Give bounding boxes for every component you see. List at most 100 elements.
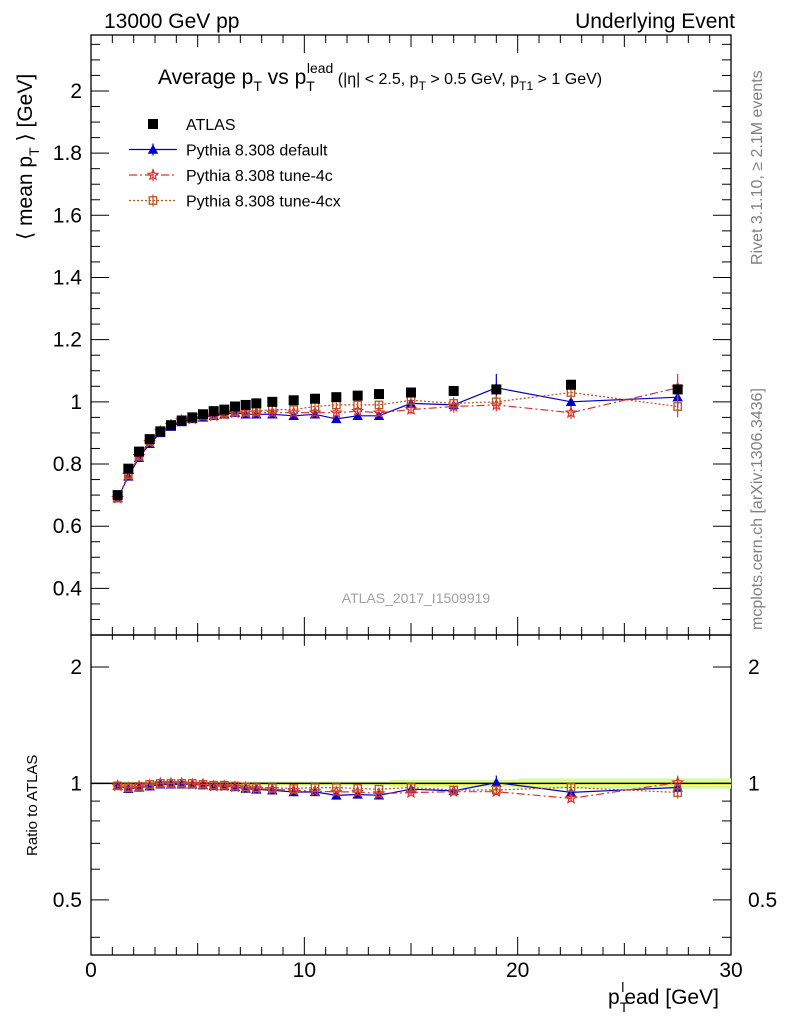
series-pythia-8-308-tune-4c — [111, 373, 685, 504]
marker-square — [155, 426, 166, 437]
marker-square — [251, 398, 262, 409]
marker-open-square — [251, 783, 261, 793]
marker-star — [146, 168, 160, 181]
series-pythia-8-308-tune-4cx — [113, 386, 683, 503]
marker-open-square — [289, 405, 299, 414]
marker-open-square — [198, 779, 208, 789]
y-tick-label: 0.4 — [53, 577, 83, 600]
ratio-axis-label: Ratio to ATLAS — [24, 755, 41, 856]
ratio-tick-label: 1 — [70, 772, 82, 795]
marker-open-square — [289, 784, 299, 793]
marker-star — [671, 775, 685, 789]
marker-open-square — [491, 397, 501, 407]
legend-item: Pythia 8.308 tune-4c — [129, 168, 333, 185]
ratio-series-pythia-8-308-tune-4cx — [113, 779, 683, 799]
marker-square — [352, 390, 363, 401]
y-tick-label: 0.6 — [53, 515, 82, 538]
header-process: Underlying Event — [575, 10, 735, 33]
y-tick-label: 1.6 — [53, 204, 82, 227]
marker-open-square — [123, 783, 133, 793]
y-axis-label: ⟨ mean pT ⟩ [GeV] — [14, 74, 42, 240]
legend-label: ATLAS — [186, 117, 236, 134]
legend-item: Pythia 8.308 tune-4cx — [129, 194, 341, 211]
marker-open-square — [209, 780, 219, 790]
marker-open-square — [145, 780, 155, 789]
marker-square — [331, 392, 342, 403]
marker-open-square — [353, 784, 363, 793]
marker-square — [176, 415, 187, 426]
legend-item: ATLAS — [148, 117, 236, 134]
legend-label: Pythia 8.308 tune-4cx — [186, 194, 341, 211]
marker-square — [310, 393, 320, 404]
plot-title: Average pT vs pTlead (|η| < 2.5, pT > 0.… — [158, 60, 602, 94]
marker-triangle — [491, 777, 502, 787]
marker-open-square — [113, 781, 123, 791]
marker-open-square — [673, 788, 683, 797]
legend-label: Pythia 8.308 tune-4c — [186, 168, 333, 185]
marker-open-square — [374, 400, 384, 410]
series-pythia-8-308-default — [112, 373, 683, 503]
marker-square — [148, 119, 158, 129]
marker-square — [123, 463, 134, 474]
marker-open-square — [267, 783, 277, 793]
marker-star — [308, 405, 322, 419]
series-line — [117, 387, 678, 499]
y-tick-label: 1 — [70, 391, 82, 414]
ratio-tick-label-right: 0.5 — [748, 889, 777, 912]
x-tick-label: 10 — [293, 959, 316, 982]
marker-square — [187, 412, 198, 423]
marker-open-square — [449, 785, 459, 795]
x-tick-label: 20 — [506, 959, 529, 982]
marker-star — [404, 402, 418, 416]
marker-open-square — [177, 779, 187, 788]
marker-square — [491, 384, 502, 395]
marker-square — [219, 404, 230, 415]
x-tick-label: 30 — [719, 959, 742, 982]
marker-open-square — [166, 779, 176, 788]
ratio-tick-label: 2 — [70, 656, 82, 679]
marker-square — [374, 389, 384, 400]
legend: ATLAS Pythia 8.308 default Pythia 8.308 tu… — [129, 117, 341, 211]
marker-triangle — [331, 413, 342, 424]
marker-square — [198, 409, 208, 420]
marker-square — [144, 434, 155, 445]
x-axis-label: pTlead [GeV] — [608, 979, 719, 1015]
marker-open-square — [491, 785, 501, 795]
ratio-tick-label-right: 2 — [748, 656, 760, 679]
marker-square — [267, 396, 278, 407]
rivet-version-label: Rivet 3.1.10, ≥ 2.1M events — [749, 70, 766, 265]
marker-open-square — [449, 399, 459, 408]
marker-square — [134, 446, 144, 457]
marker-star — [564, 405, 578, 419]
main-panel-series — [111, 373, 685, 504]
marker-open-square — [673, 402, 683, 411]
marker-open-square — [406, 783, 416, 792]
marker-open-square — [241, 782, 251, 792]
marker-open-square — [331, 783, 341, 792]
marker-square — [240, 399, 251, 410]
legend-item: Pythia 8.308 default — [129, 143, 328, 160]
y-tick-label: 1.8 — [53, 142, 82, 165]
axis-ticks: 0 10 20 30 0.4 0.6 0.8 1 1.2 1.4 1.6 1.8 2 0.5 0.5 1 1 2 2 — [53, 35, 777, 982]
series-atlas — [112, 379, 683, 501]
ratio-tick-label-right: 1 — [748, 772, 760, 795]
mcplots-label: mcplots.cern.ch [arXiv:1306.3436] — [749, 388, 766, 630]
ratio-tick-label: 0.5 — [53, 889, 82, 912]
y-tick-label: 2 — [70, 80, 82, 103]
marker-triangle — [565, 396, 577, 407]
marker-square — [448, 385, 459, 396]
marker-star — [564, 791, 578, 804]
marker-triangle — [147, 144, 159, 154]
marker-open-square — [374, 784, 384, 794]
marker-open-square — [148, 196, 158, 205]
marker-star — [351, 404, 365, 417]
marker-open-square — [310, 783, 320, 792]
marker-square — [230, 401, 240, 412]
y-tick-label: 1.4 — [53, 266, 83, 289]
series-line — [117, 387, 678, 499]
marker-triangle — [352, 410, 363, 421]
marker-open-square — [566, 783, 576, 792]
marker-square — [566, 379, 576, 390]
marker-open-square — [155, 779, 165, 788]
